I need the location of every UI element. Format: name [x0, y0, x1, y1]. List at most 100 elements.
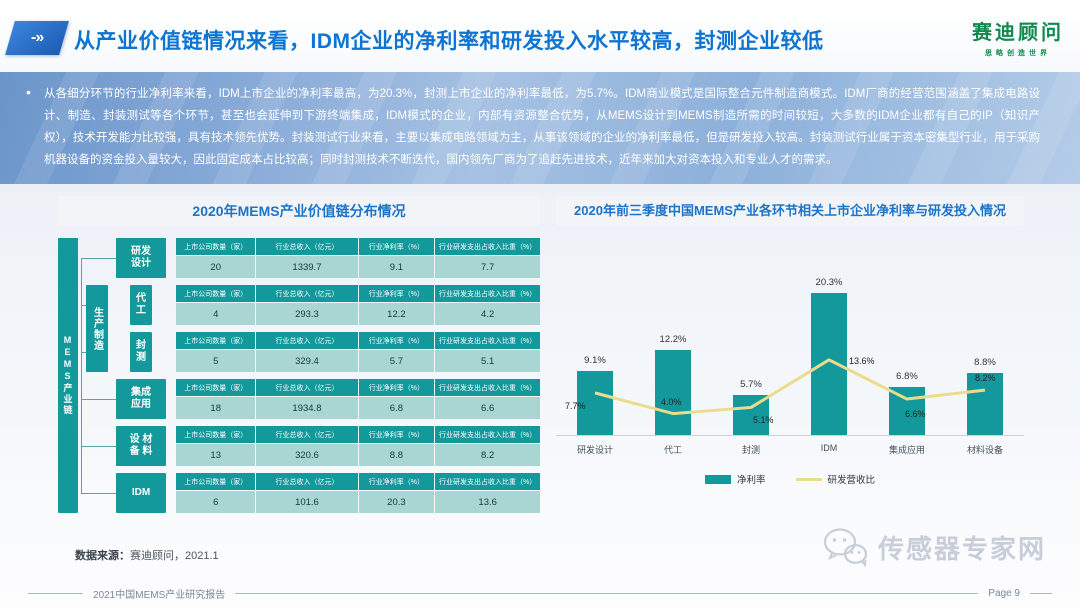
table-header-cell: 行业研发支出占收入比重（%） [435, 332, 540, 349]
table-data-cell: 320.6 [256, 444, 358, 466]
table-data-cell: 9.1 [358, 256, 435, 278]
legend-label: 净利率 [736, 475, 766, 486]
table-header-cell: 行业净利率（%） [358, 332, 435, 349]
table-header-cell: 行业总收入（亿元） [256, 285, 358, 302]
main-content: 2020年MEMS产业价值链分布情况 MEMS产业链 生产制造 研发 设计 上市公司… [0, 184, 1080, 608]
connector-tick [81, 258, 116, 259]
data-source: 数据来源：赛迪顾问，2021.1 [75, 547, 219, 563]
connector-tick [81, 399, 116, 400]
header: -» 从产业价值链情况来看，IDM企业的净利率和研发投入水平较高，封测企业较低 … [0, 0, 1080, 72]
table-data-row: 18 1934.8 6.8 6.6 [176, 397, 540, 419]
stage-label-研发设计: 研发 设计 [116, 238, 166, 278]
stage-gap [166, 332, 176, 372]
table-data-cell: 13.6 [435, 491, 540, 513]
bar-group: 9.1% [556, 256, 634, 435]
bar-value-label: 8.8% [974, 357, 996, 369]
legend-label: 研发营收比 [827, 475, 876, 486]
chart: 9.1% 12.2% 5.7% 20.3% 6.8% 8.8% 7.7% 4.0% 5.1% 1… [556, 256, 1024, 486]
stage-label-IDM: IDM [116, 473, 166, 513]
bar-代工 [655, 349, 691, 435]
stage-label-line: 研发 [131, 246, 151, 257]
connector-tick [81, 305, 86, 306]
table-header-cell: 行业总收入（亿元） [256, 379, 358, 396]
table-data-cell: 13 [176, 444, 256, 466]
bar-value-label: 6.8% [896, 371, 918, 383]
stage-gap [166, 379, 176, 419]
company-logo: 赛迪顾问 思略创造世界 [972, 16, 1064, 58]
connector-tick [81, 352, 86, 353]
group-box-production: 生产制造 [86, 285, 108, 372]
value-chain-table: 上市公司数量（家） 行业总收入（亿元） 行业净利率（%） 行业研发支出占收入比重（%）… [176, 332, 540, 372]
table-data-cell: 1339.7 [256, 256, 358, 278]
report-name: 2021中国MEMS产业研究报告 [93, 590, 226, 601]
stage-label-集成应用: 集成 应用 [116, 379, 166, 419]
bar-材料设备 [967, 373, 1003, 435]
stage-label-line: 代 [136, 293, 146, 304]
table-data-cell: 6.8 [358, 397, 435, 419]
table-data-cell: 6.6 [435, 397, 540, 419]
bar-groups: 9.1% 12.2% 5.7% 20.3% 6.8% 8.8% [556, 256, 1024, 435]
table-data-cell: 293.3 [256, 303, 358, 325]
table-data-cell: 5 [176, 350, 256, 372]
stage-label-line: 设计 [131, 258, 151, 269]
logo-name: 赛迪顾问 [972, 22, 1064, 44]
table-header-cell: 行业研发支出占收入比重（%） [435, 426, 540, 443]
table-header-cell: 行业净利率（%） [358, 285, 435, 302]
table-header-cell: 上市公司数量（家） [176, 426, 256, 443]
table-data-row: 5 329.4 5.7 5.1 [176, 350, 540, 372]
value-chain-diagram: MEMS产业链 生产制造 研发 设计 上市公司数量（家） 行业总收入（亿元） 行业净利率… [58, 238, 540, 516]
chart-panel: 2020年前三季度中国MEMS产业各环节相关上市企业净利率与研发投入情况 9.1… [556, 196, 1024, 486]
table-header-cell: 行业总收入（亿元） [256, 426, 358, 443]
x-axis-label: 代工 [663, 445, 682, 455]
watermark: 传感器专家网 [822, 527, 1046, 567]
table-header-cell: 行业总收入（亿元） [256, 238, 358, 255]
value-chain-panel: 2020年MEMS产业价值链分布情况 MEMS产业链 生产制造 研发 设计 上市公司… [58, 196, 540, 516]
right-panel-title: 2020年前三季度中国MEMS产业各环节相关上市企业净利率与研发投入情况 [556, 196, 1024, 226]
table-data-cell: 5.7 [358, 350, 435, 372]
stage-label-line: 集成 [131, 387, 151, 398]
table-data-cell: 4 [176, 303, 256, 325]
bar-value-label: 12.2% [659, 333, 687, 345]
chain-row: 封测上市公司数量（家） 行业总收入（亿元） 行业净利率（%） 行业研发支出占收入比重（… [58, 332, 540, 372]
logo-tagline: 思略创造世界 [985, 50, 1051, 57]
table-data-cell: 4.2 [435, 303, 540, 325]
x-axis-labels: 研发设计 代工 封测 IDM 集成应用 材料设备 [556, 443, 1024, 456]
stage-label-代工: 代工 [130, 285, 152, 325]
double-arrow-icon: -» [30, 29, 44, 46]
table-data-cell: 8.8 [358, 444, 435, 466]
table-header-cell: 上市公司数量（家） [176, 379, 256, 396]
stage-label-line: IDM [131, 487, 151, 498]
table-data-cell: 5.1 [435, 350, 540, 372]
bottom-bar: 2021中国MEMS产业研究报告 Page 9 [28, 586, 1052, 601]
table-data-cell: 6 [176, 491, 256, 513]
page-title: 从产业价值链情况来看，IDM企业的净利率和研发投入水平较高，封测企业较低 [74, 30, 824, 53]
intro-band: • 从各细分环节的行业净利率来看，IDM上市企业的净利率最高，为20.3%，封测… [0, 72, 1080, 184]
legend-item-line: 研发营收比 [795, 472, 876, 486]
table-data-cell: 8.2 [435, 444, 540, 466]
table-header-row: 上市公司数量（家） 行业总收入（亿元） 行业净利率（%） 行业研发支出占收入比重（%） [176, 473, 540, 490]
chain-row: IDM 上市公司数量（家） 行业总收入（亿元） 行业净利率（%） 行业研发支出占收入比重… [58, 473, 540, 513]
bar-group: 12.2% [634, 256, 712, 435]
table-data-cell: 20 [176, 256, 256, 278]
chain-row: 代工上市公司数量（家） 行业总收入（亿元） 行业净利率（%） 行业研发支出占收入比重（… [58, 285, 540, 325]
table-header-cell: 行业总收入（亿元） [256, 332, 358, 349]
stage-gap [166, 285, 176, 325]
stage-label-line: 封 [136, 340, 146, 351]
table-header-cell: 行业净利率（%） [358, 238, 435, 255]
x-axis-label: 材料设备 [966, 445, 1003, 455]
table-header-cell: 行业净利率（%） [358, 379, 435, 396]
connector-tick [81, 446, 116, 447]
chart-plot: 9.1% 12.2% 5.7% 20.3% 6.8% 8.8% 7.7% 4.0% 5.1% 1… [556, 256, 1024, 436]
bar-group: 6.8% [868, 256, 946, 435]
stage-label-line: 工 [136, 305, 146, 316]
header-arrow-badge: -» [5, 21, 69, 55]
chart-legend: 净利率 研发营收比 [556, 472, 1024, 486]
table-header-row: 上市公司数量（家） 行业总收入（亿元） 行业净利率（%） 行业研发支出占收入比重（%） [176, 379, 540, 396]
divider [235, 593, 979, 594]
value-chain-table: 上市公司数量（家） 行业总收入（亿元） 行业净利率（%） 行业研发支出占收入比重（%）… [176, 238, 540, 278]
bullet-icon: • [26, 84, 31, 100]
chain-bar: MEMS产业链 [58, 238, 78, 513]
x-axis-label: 集成应用 [888, 445, 925, 455]
watermark-text: 传感器专家网 [877, 533, 1046, 564]
table-header-cell: 上市公司数量（家） [176, 238, 256, 255]
